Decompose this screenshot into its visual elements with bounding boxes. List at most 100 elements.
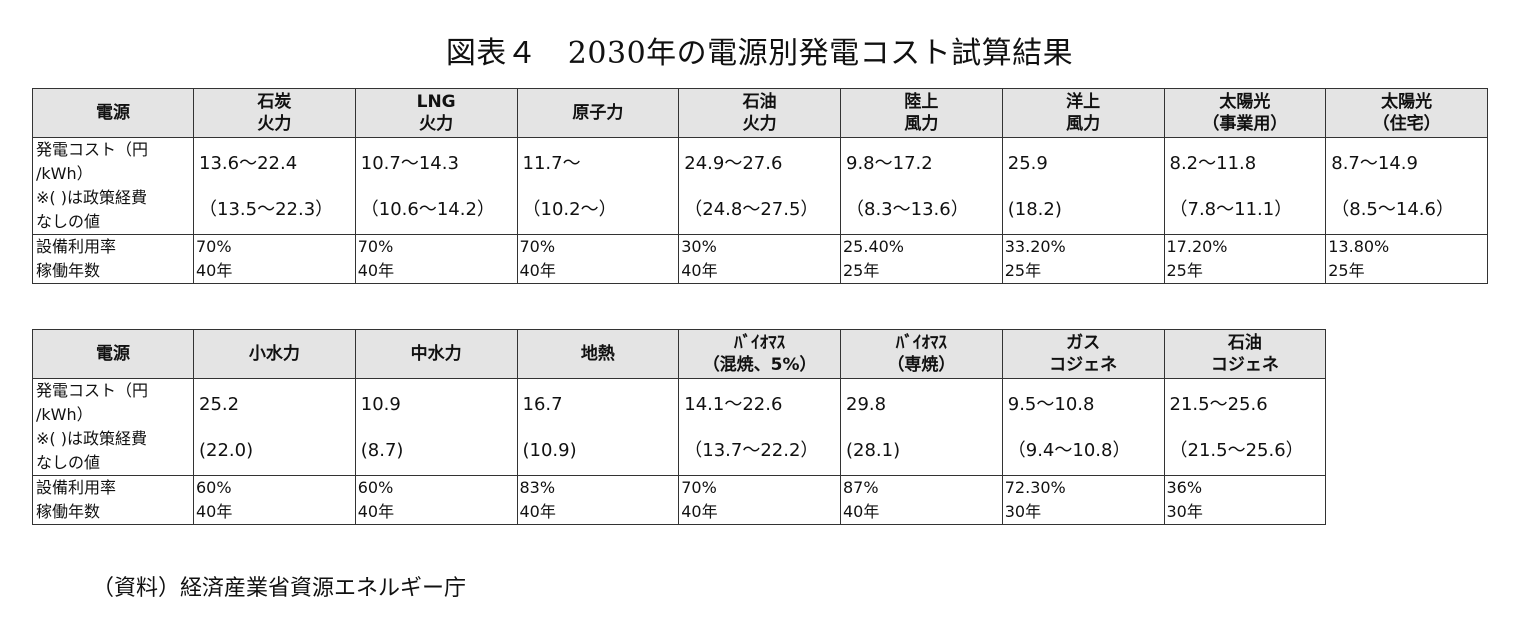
cost-value: 9.8～17.2 (846, 153, 933, 174)
column-header-line2: コジェネ (1210, 355, 1279, 375)
column-header: 洋上 風力 (1001, 88, 1165, 138)
cost-value: 21.5～25.6 (1169, 394, 1268, 415)
utilization-cell: 87% 40年 (840, 475, 1003, 525)
label-line: 発電コスト（円 (36, 381, 149, 400)
cost-cell: 10.7～14.3 （10.6～14.2） (354, 137, 518, 235)
column-header-line1: 石油 (742, 92, 777, 112)
label-line: 稼働年数 (36, 502, 101, 521)
column-header-line1: ガス (1066, 333, 1101, 353)
column-header-line1: ﾊﾞｲｵﾏｽ (734, 333, 786, 353)
operating-years-value: 25年 (1328, 261, 1365, 280)
utilization-cell: 60% 40年 (193, 475, 356, 525)
column-header: 地熱 (516, 329, 680, 379)
figure-title: 図表４ 2030年の電源別発電コスト試算結果 (445, 36, 1074, 71)
column-header-line2: 火力 (419, 114, 454, 134)
label-line: /kWh） (36, 405, 93, 424)
utilization-row-label: 設備利用率 稼働年数 (32, 475, 194, 525)
label-line: なしの値 (36, 453, 101, 472)
column-header-line1: 小水力 (248, 344, 300, 364)
cost-cell: 9.8～17.2 （8.3～13.6） (840, 137, 1003, 235)
utilization-value: 36% (1166, 478, 1203, 497)
column-header-line1: 太陽光 (1219, 92, 1271, 112)
cost-value: 24.9～27.6 (684, 153, 783, 174)
utilization-row: 設備利用率 稼働年数 70% 40年 70% 40年 70% 40年 30% 40年 25.40… (32, 234, 1488, 284)
column-header-line1: 陸上 (904, 92, 939, 112)
column-header: 太陽光 （住宅） (1325, 88, 1488, 138)
source-note: （資料）経済産業省資源エネルギー庁 (92, 576, 467, 601)
utilization-value: 33.20% (1004, 237, 1066, 256)
cost-no-policy-value: (28.1) (846, 440, 901, 461)
utilization-value: 13.80% (1328, 237, 1390, 256)
column-header-line2: 風力 (1066, 114, 1101, 134)
cost-value: 10.7～14.3 (360, 153, 459, 174)
column-header: ﾊﾞｲｵﾏｽ （専焼） (840, 329, 1003, 379)
label-line: 発電コスト（円 (36, 140, 149, 159)
column-header: 石炭 火力 (193, 88, 356, 138)
cost-no-policy-value: （10.2～） (522, 199, 617, 220)
label-line: 稼働年数 (36, 261, 101, 280)
cost-value: 29.8 (846, 394, 887, 415)
column-header: 太陽光 （事業用） (1163, 88, 1327, 138)
cost-no-policy-value: （9.4～10.8） (1007, 440, 1131, 461)
cost-cell: 29.8 (28.1) (840, 378, 1003, 476)
column-header: 中水力 (354, 329, 518, 379)
utilization-cell: 33.20% 25年 (1001, 234, 1165, 284)
cost-no-policy-value: （10.6～14.2） (360, 199, 495, 220)
utilization-value: 70% (519, 237, 556, 256)
cost-cell: 24.9～27.6 （24.8～27.5） (678, 137, 841, 235)
column-header: 石油 コジェネ (1163, 329, 1327, 379)
utilization-cell: 70% 40年 (354, 234, 518, 284)
column-header-line2: （事業用） (1202, 114, 1288, 134)
column-header: LNG 火力 (354, 88, 518, 138)
utilization-cell: 13.80% 25年 (1325, 234, 1488, 284)
utilization-cell: 70% 40年 (678, 475, 841, 525)
column-header-line1: 原子力 (572, 103, 624, 123)
utilization-row-label: 設備利用率 稼働年数 (32, 234, 194, 284)
operating-years-value: 40年 (196, 261, 233, 280)
utilization-value: 60% (357, 478, 394, 497)
column-header: ﾊﾞｲｵﾏｽ （混焼、5%） (678, 329, 841, 379)
column-header-line1: ﾊﾞｲｵﾏｽ (895, 333, 947, 353)
cost-row: 発電コスト（円 /kWh） ※( )は政策経費 なしの値 13.6～22.4 （1… (32, 137, 1488, 235)
operating-years-value: 40年 (519, 502, 556, 521)
utilization-value: 70% (357, 237, 394, 256)
operating-years-value: 25年 (843, 261, 880, 280)
utilization-value: 60% (196, 478, 232, 497)
cost-value: 8.7～14.9 (1331, 153, 1418, 174)
cost-row-label: 発電コスト（円 /kWh） ※( )は政策経費 なしの値 (32, 378, 194, 476)
cost-cell: 8.2～11.8 （7.8～11.1） (1163, 137, 1327, 235)
column-header-line2: 火力 (257, 114, 292, 134)
utilization-row: 設備利用率 稼働年数 60% 40年 60% 40年 83% 40年 70% 40年 87% 40… (32, 475, 1327, 525)
cost-no-policy-value: （13.7～22.2） (684, 440, 819, 461)
cost-row-label: 発電コスト（円 /kWh） ※( )は政策経費 なしの値 (32, 137, 194, 235)
cost-no-policy-value: (10.9) (522, 440, 577, 461)
operating-years-value: 40年 (843, 502, 880, 521)
cost-no-policy-value: （13.5～22.3） (199, 199, 334, 220)
utilization-cell: 17.20% 25年 (1163, 234, 1327, 284)
operating-years-value: 25年 (1004, 261, 1042, 280)
cost-cell: 13.6～22.4 （13.5～22.3） (193, 137, 356, 235)
utilization-cell: 83% 40年 (516, 475, 680, 525)
column-header-line1: 石炭 (257, 92, 292, 112)
operating-years-value: 40年 (196, 502, 233, 521)
column-header-line2: コジェネ (1049, 355, 1118, 375)
cost-cell: 16.7 (10.9) (516, 378, 680, 476)
operating-years-value: 40年 (357, 502, 395, 521)
cost-cell: 11.7～ （10.2～） (516, 137, 680, 235)
column-header-line1: 石油 (1227, 333, 1262, 353)
column-header: 小水力 (193, 329, 356, 379)
column-header-line2: 風力 (904, 114, 939, 134)
label-line: /kWh） (36, 164, 93, 183)
column-header-line2: 火力 (742, 114, 777, 134)
cost-value: 8.2～11.8 (1169, 153, 1257, 174)
cost-no-policy-value: （24.8～27.5） (684, 199, 819, 220)
cost-value: 14.1～22.6 (684, 394, 783, 415)
table-header-row: 電源 小水力 中水力 地熱 ﾊﾞｲｵﾏｽ （混焼、5%） ﾊﾞｲｵﾏｽ （専焼） ガス コジェネ… (32, 329, 1327, 379)
operating-years-value: 40年 (681, 261, 718, 280)
label-line: ※( )は政策経費 (36, 429, 147, 448)
header-source: 電源 (32, 329, 194, 379)
cost-value: 13.6～22.4 (199, 153, 298, 174)
utilization-cell: 72.30% 30年 (1001, 475, 1165, 525)
utilization-cell: 60% 40年 (354, 475, 518, 525)
column-header-line1: 太陽光 (1381, 92, 1433, 112)
